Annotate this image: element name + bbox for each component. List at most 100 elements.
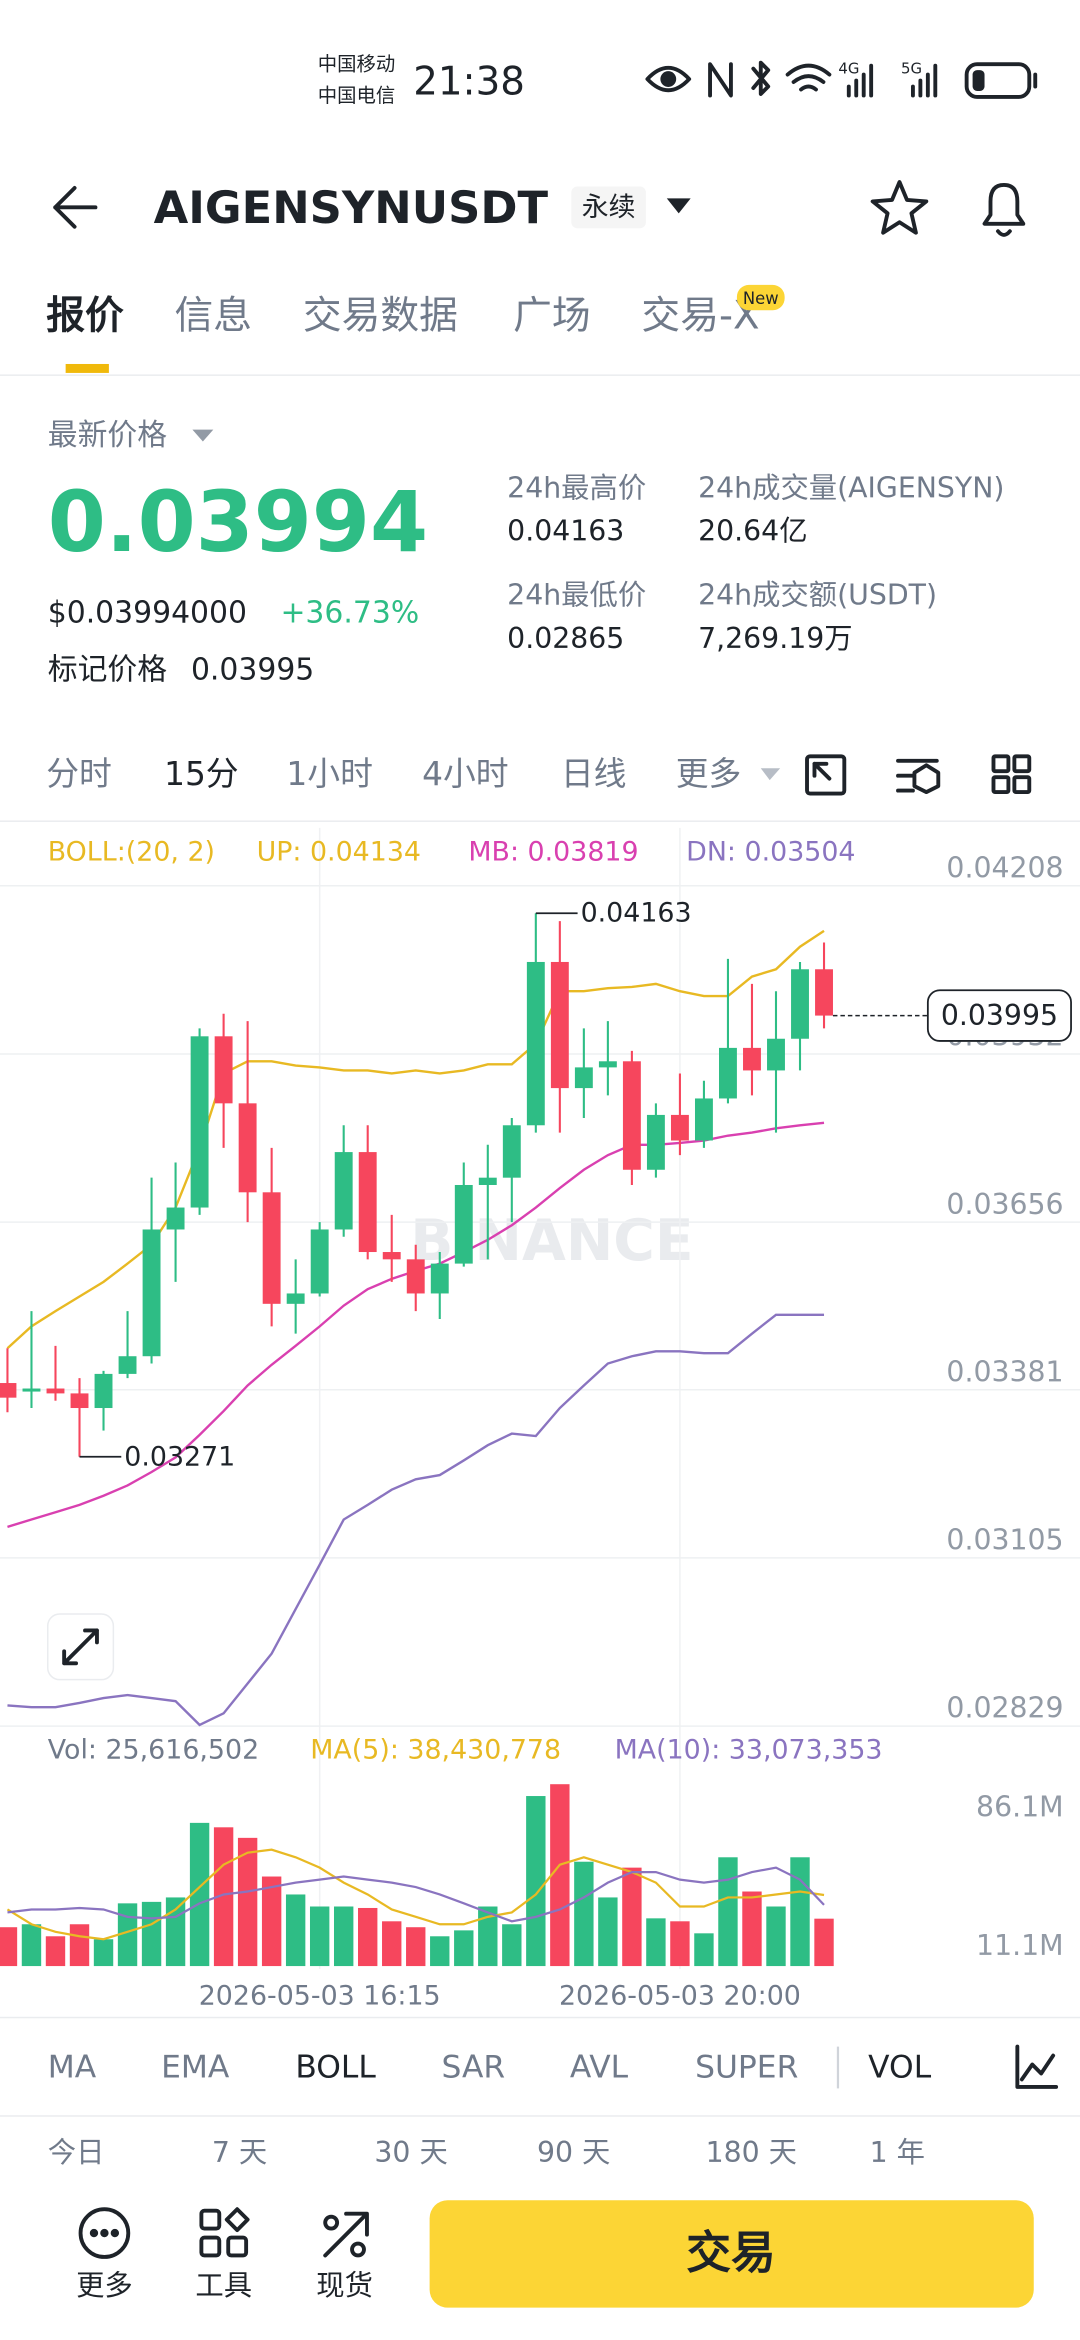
candle-body xyxy=(382,1252,401,1260)
candle-body xyxy=(118,1356,137,1374)
range[interactable]: 90 天 xyxy=(537,2136,610,2169)
trade-button[interactable] xyxy=(429,2200,1034,2308)
indicator-settings[interactable] xyxy=(1015,2044,1059,2089)
clock: 21:38 xyxy=(413,60,525,105)
volume-bar xyxy=(189,1822,210,1967)
interval[interactable]: 1小时 xyxy=(286,755,372,793)
volume-bar xyxy=(454,1930,474,1967)
volume-bar xyxy=(670,1921,690,1967)
dropdown[interactable] xyxy=(666,198,691,214)
tab[interactable]: 信息 xyxy=(175,294,253,339)
divider xyxy=(0,374,1080,376)
interval[interactable]: 分时 xyxy=(46,755,112,793)
candle-body xyxy=(286,1293,305,1304)
range[interactable]: 1 年 xyxy=(870,2136,925,2169)
x-tick-label: 2026-05-03 20:00 xyxy=(559,1980,801,2011)
nav-item[interactable]: 现货 xyxy=(316,2269,373,2302)
back-button[interactable] xyxy=(53,186,98,229)
carrier: 中国电信 xyxy=(318,84,396,107)
indicator[interactable]: EMA xyxy=(161,2050,230,2086)
indicator[interactable]: BOLL xyxy=(295,2050,376,2086)
indicator[interactable]: SUPER xyxy=(695,2050,798,2086)
volume-bar xyxy=(598,1897,618,1967)
y-tick-label: 0.03656 xyxy=(946,1188,1063,1221)
symbol[interactable]: AIGENSYNUSDT xyxy=(154,181,549,234)
y-tick-label: 0.02829 xyxy=(946,1692,1063,1725)
range[interactable]: 7 天 xyxy=(212,2136,267,2169)
volume-bar xyxy=(430,1936,450,1967)
candle-body xyxy=(262,1192,281,1304)
tab[interactable]: 广场 xyxy=(513,294,591,339)
range[interactable]: 今日 xyxy=(48,2136,105,2169)
new-badge-bg xyxy=(736,284,785,311)
volume-bar xyxy=(165,1897,186,1967)
indicator[interactable]: MA xyxy=(48,2050,97,2086)
nav-item[interactable]: 更多 xyxy=(76,2269,133,2302)
tab[interactable]: 交易数据 xyxy=(303,294,458,339)
volume-ma-line xyxy=(6,1848,825,1941)
candle-body xyxy=(694,1098,713,1141)
candle-body xyxy=(815,969,833,1016)
candle-body xyxy=(767,1038,785,1071)
volume-bar xyxy=(526,1796,546,1967)
volume-bar xyxy=(382,1921,402,1967)
interval[interactable]: 更多 xyxy=(676,755,742,793)
favorite[interactable] xyxy=(870,180,929,235)
indicator[interactable]: SAR xyxy=(442,2050,506,2086)
volume-bar xyxy=(117,1903,138,1967)
stat-value: 0.04163 xyxy=(507,515,624,548)
volume-bar xyxy=(285,1894,306,1967)
volume-bar xyxy=(333,1906,354,1967)
alerts[interactable] xyxy=(982,183,1026,237)
candle-body xyxy=(46,1388,65,1394)
legend-entry: MB: 0.03819 xyxy=(468,836,638,867)
candle-body xyxy=(406,1259,425,1294)
last-price-label: 0.03995 xyxy=(941,999,1058,1032)
candle-body xyxy=(574,1067,593,1089)
indicator[interactable]: AVL xyxy=(570,2050,629,2086)
stat-label: 24h最低价 xyxy=(507,579,646,612)
chart-tools[interactable] xyxy=(805,754,1032,796)
volume-bar xyxy=(406,1927,426,1967)
candle-body xyxy=(454,1184,473,1264)
range[interactable]: 30 天 xyxy=(374,2136,447,2169)
nav-item[interactable]: 工具 xyxy=(195,2269,252,2302)
volume-bar xyxy=(21,1924,42,1967)
candle-body xyxy=(166,1207,185,1230)
y-tick-label: 0.03105 xyxy=(946,1524,1063,1557)
indicator[interactable]: VOL xyxy=(868,2050,932,2086)
interval[interactable]: 15分 xyxy=(164,755,239,793)
candle-body xyxy=(502,1125,521,1178)
candle-body xyxy=(310,1229,329,1294)
candle-body xyxy=(238,1103,257,1193)
candle-body xyxy=(791,969,809,1039)
candle-body xyxy=(550,961,569,1089)
range[interactable]: 180 天 xyxy=(706,2136,797,2169)
stat-label: 24h成交额(USDT) xyxy=(698,579,937,612)
volume-bar xyxy=(646,1918,666,1967)
price-label[interactable]: 最新价格 xyxy=(48,418,167,453)
y-tick-label: 86.1M xyxy=(976,1790,1064,1823)
volume-bar xyxy=(0,1927,18,1967)
divider xyxy=(0,2115,1080,2117)
separator xyxy=(836,2046,840,2089)
volume-bar xyxy=(93,1939,114,1967)
stat-value: 7,269.19万 xyxy=(698,622,852,655)
legend-title: BOLL:(20, 2) xyxy=(48,836,215,867)
candle-body xyxy=(0,1383,17,1398)
expand-icon xyxy=(62,1628,99,1666)
interval[interactable]: 日线 xyxy=(561,755,627,793)
candle-body xyxy=(214,1036,233,1104)
legend-entry: UP: 0.04134 xyxy=(257,836,421,867)
tab-indicator xyxy=(65,363,109,373)
candle-body xyxy=(478,1177,497,1185)
tab[interactable]: 报价 xyxy=(46,294,124,339)
status-icons xyxy=(645,60,1038,99)
interval[interactable]: 4小时 xyxy=(422,755,508,793)
plot: 2026-05-03 16:15 2026-05-03 20:00 0.04208 0… xyxy=(0,827,1080,2011)
candle-body xyxy=(334,1152,353,1230)
volume-bar xyxy=(45,1936,66,1967)
divider xyxy=(0,2016,1080,2019)
network-label: 4G xyxy=(838,60,859,78)
